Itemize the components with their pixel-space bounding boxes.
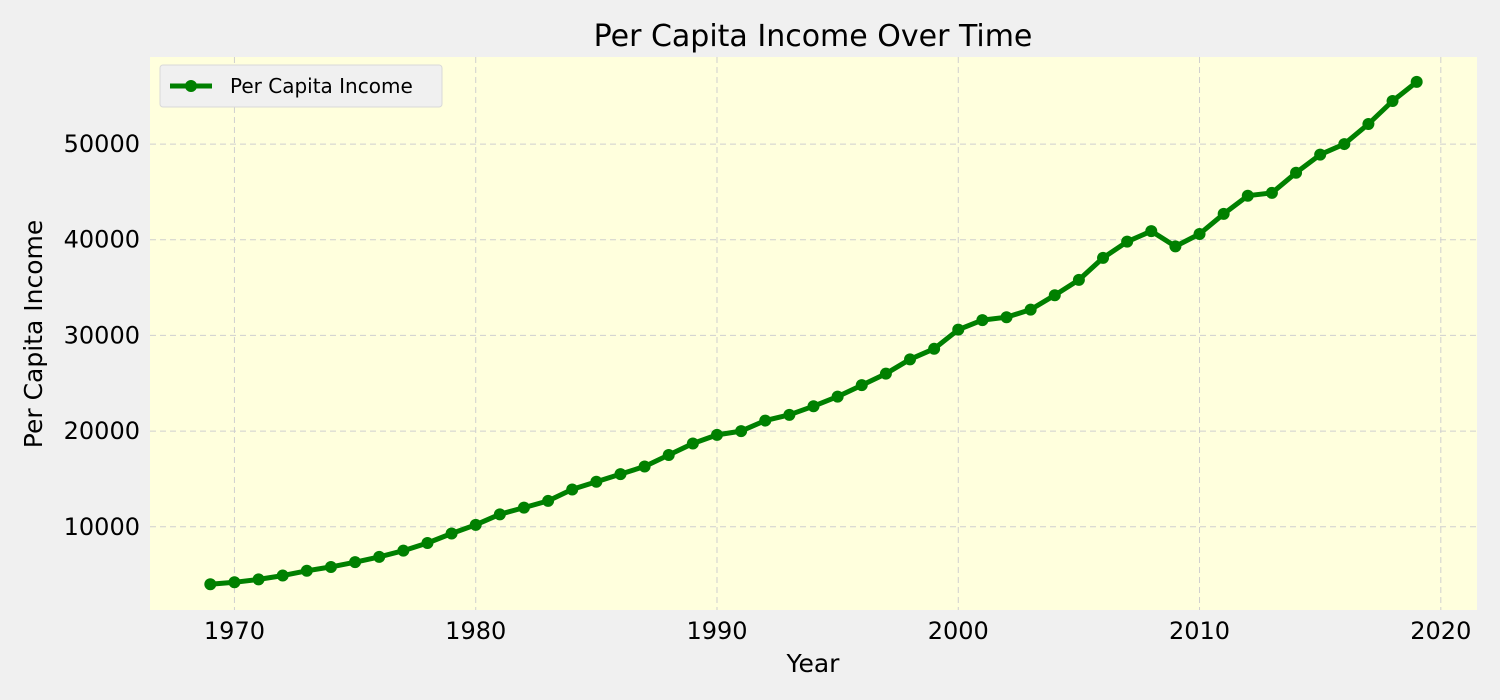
data-point-1989 xyxy=(686,437,699,450)
data-point-1977 xyxy=(397,544,410,557)
x-tick-label-2020: 2020 xyxy=(1410,617,1471,645)
data-point-2001 xyxy=(976,314,989,327)
legend-entry-per-capita-income: Per Capita Income xyxy=(230,74,413,98)
data-point-1991 xyxy=(735,425,748,438)
y-tick-label-30000: 30000 xyxy=(64,321,140,349)
data-point-2008 xyxy=(1145,225,1158,238)
data-point-2015 xyxy=(1314,148,1327,161)
y-tick-label-50000: 50000 xyxy=(64,130,140,158)
data-point-1978 xyxy=(421,537,434,550)
data-point-2011 xyxy=(1217,207,1230,220)
data-point-2009 xyxy=(1169,240,1182,253)
data-point-1990 xyxy=(710,428,723,441)
data-point-2004 xyxy=(1048,289,1061,302)
data-point-1979 xyxy=(445,527,458,540)
data-point-1974 xyxy=(324,560,337,573)
x-tick-label-1990: 1990 xyxy=(686,617,747,645)
data-point-1980 xyxy=(469,518,482,531)
y-tick-labels: 10000 20000 30000 40000 50000 xyxy=(64,130,140,541)
data-point-1998 xyxy=(904,353,917,366)
chart-title: Per Capita Income Over Time xyxy=(594,19,1033,54)
data-point-1987 xyxy=(638,460,651,473)
data-point-1995 xyxy=(831,390,844,403)
legend: Per Capita Income xyxy=(159,64,443,108)
data-point-1985 xyxy=(590,475,603,488)
data-point-1981 xyxy=(493,508,506,521)
data-point-2017 xyxy=(1362,117,1375,130)
y-axis-label: Per Capita Income xyxy=(19,220,48,448)
data-point-2006 xyxy=(1097,251,1110,264)
data-point-2016 xyxy=(1338,138,1351,151)
data-point-1982 xyxy=(517,501,530,514)
data-point-1976 xyxy=(373,550,386,563)
data-point-2002 xyxy=(1000,311,1013,324)
data-point-1983 xyxy=(542,494,555,507)
data-point-1986 xyxy=(614,468,627,481)
data-point-2010 xyxy=(1193,227,1206,240)
data-point-2003 xyxy=(1024,303,1037,316)
legend-marker-swatch xyxy=(185,80,197,92)
data-point-1984 xyxy=(566,483,579,496)
x-tick-label-2010: 2010 xyxy=(1169,617,1230,645)
y-tick-label-40000: 40000 xyxy=(64,226,140,254)
legend-box xyxy=(159,64,443,108)
data-point-1970 xyxy=(228,576,241,589)
data-point-1994 xyxy=(807,400,820,413)
data-point-2018 xyxy=(1386,95,1399,108)
y-tick-label-20000: 20000 xyxy=(64,417,140,445)
grid xyxy=(150,57,1477,610)
x-tick-label-1970: 1970 xyxy=(204,617,265,645)
plot-area xyxy=(150,57,1477,610)
data-point-2005 xyxy=(1072,273,1085,286)
data-point-2014 xyxy=(1290,166,1303,179)
data-point-1971 xyxy=(252,573,265,586)
data-point-1999 xyxy=(928,342,941,355)
data-point-2007 xyxy=(1121,235,1134,248)
data-point-1996 xyxy=(855,379,868,392)
data-point-1969 xyxy=(204,578,217,591)
data-point-2000 xyxy=(952,323,965,336)
x-tick-label-2000: 2000 xyxy=(928,617,989,645)
x-tick-labels: 1970 1980 1990 2000 2010 2020 xyxy=(204,617,1471,645)
series-layer xyxy=(204,75,1423,591)
data-point-2013 xyxy=(1265,186,1278,199)
data-point-2019 xyxy=(1410,75,1423,88)
x-axis-label: Year xyxy=(786,649,841,678)
data-point-1972 xyxy=(276,569,289,582)
data-point-1997 xyxy=(879,367,892,380)
data-point-1988 xyxy=(662,449,675,462)
y-tick-label-10000: 10000 xyxy=(64,513,140,541)
data-point-1992 xyxy=(759,414,772,427)
x-tick-label-1980: 1980 xyxy=(445,617,506,645)
data-point-1993 xyxy=(783,408,796,421)
data-point-1973 xyxy=(300,564,313,577)
data-point-2012 xyxy=(1241,189,1254,202)
data-point-1975 xyxy=(349,556,362,569)
